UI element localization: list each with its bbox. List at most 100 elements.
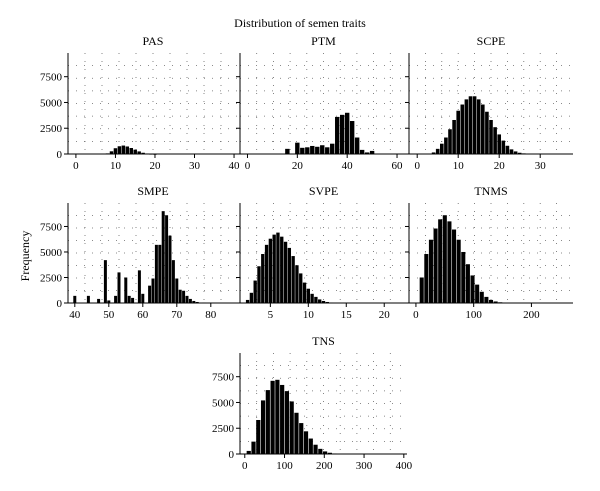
histogram-bar — [325, 147, 330, 154]
histogram-bar — [168, 235, 172, 303]
histogram-bar — [330, 143, 335, 154]
histogram-bar — [354, 137, 360, 154]
histogram-bar — [433, 228, 438, 303]
histogram-bar — [452, 229, 457, 303]
histogram-bar — [497, 134, 502, 154]
histogram-bar — [171, 260, 175, 303]
x-tick-label: 0 — [414, 160, 420, 172]
histogram-bar — [335, 116, 340, 154]
histogram-bar — [461, 251, 466, 303]
x-tick-label: 300 — [356, 460, 373, 472]
x-tick-label: 20 — [149, 160, 161, 172]
panel-title: SMPE — [137, 184, 168, 198]
x-tick-label: 5 — [268, 309, 274, 321]
histogram-bar — [133, 149, 137, 154]
histogram-bar — [517, 152, 522, 154]
histogram-bar — [175, 278, 179, 303]
x-tick-label: 60 — [137, 309, 149, 321]
x-tick-label: 20 — [494, 160, 506, 172]
histogram-bar — [245, 299, 250, 303]
x-tick-label: 50 — [103, 309, 115, 321]
histogram-bar — [127, 295, 131, 303]
histogram-bar — [141, 293, 145, 303]
x-tick-label: 100 — [276, 460, 293, 472]
x-tick-label: 10 — [110, 160, 122, 172]
histogram-bar — [125, 146, 130, 154]
histogram-bar — [468, 96, 473, 154]
histogram-bar — [318, 448, 323, 454]
histogram-bar — [117, 146, 122, 154]
histogram-bar — [460, 104, 465, 154]
histogram-bar — [251, 441, 256, 454]
panel-title: TNS — [312, 334, 335, 348]
histogram-bar — [424, 254, 429, 303]
histogram-bar — [465, 264, 470, 303]
x-tick-label: 0 — [413, 309, 419, 321]
histogram-bar — [364, 152, 370, 154]
histogram-bar — [287, 247, 292, 303]
histogram-bar — [299, 423, 304, 454]
histogram-bar — [513, 151, 518, 154]
histogram-bar — [272, 234, 276, 303]
histogram-bar — [505, 145, 510, 154]
histogram-bar — [310, 145, 315, 154]
histogram-bar — [440, 143, 444, 154]
histogram-bar — [452, 119, 456, 154]
histogram-bar — [303, 431, 309, 454]
x-tick-label: 100 — [465, 309, 482, 321]
panel-title: SVPE — [309, 184, 338, 198]
histogram-bar — [178, 289, 182, 303]
histogram-bar — [182, 290, 186, 303]
histogram-bar — [257, 266, 261, 303]
histogram-bar — [369, 150, 375, 154]
histogram-bar — [419, 277, 424, 303]
x-tick-label: 40 — [69, 309, 81, 321]
histogram-bar — [310, 293, 314, 303]
histogram-bar — [444, 137, 448, 154]
histogram-bar — [285, 148, 290, 154]
y-tick-label: 2500 — [212, 423, 235, 435]
y-tick-label: 0 — [229, 449, 235, 461]
histogram-bar — [246, 450, 251, 454]
y-tick-label: 5000 — [212, 397, 235, 409]
panel-smpe: SMPE 40 50 60 70 80 0 2500 5000 7500 — [40, 184, 238, 321]
histogram-bar — [188, 298, 192, 303]
histogram-bar — [484, 296, 489, 303]
panel-ptm: PTM 0 20 40 60 — [236, 34, 407, 172]
y-tick-label: 7500 — [212, 372, 235, 384]
x-tick-label: 10 — [453, 160, 465, 172]
histogram-bar — [154, 244, 158, 303]
histogram-bar — [435, 148, 440, 154]
histogram-bar — [456, 110, 461, 154]
histogram-bar — [195, 301, 199, 303]
histogram-bar — [103, 260, 107, 303]
y-tick-label: 0 — [57, 149, 63, 161]
histogram-bar — [489, 119, 493, 154]
y-tick-label: 2500 — [40, 272, 63, 284]
panel-pas: PAS 0 10 20 30 40 0 2500 5000 7500 — [40, 34, 240, 172]
histogram-bar — [129, 148, 133, 154]
panel-tnms: TNMS 0 100 200 — [405, 184, 573, 321]
histogram-bar — [479, 291, 484, 303]
histogram-bar — [124, 277, 128, 303]
histogram-bar — [349, 121, 355, 154]
histogram-bar — [280, 384, 285, 454]
histogram-bar — [313, 444, 318, 454]
histogram-bar — [283, 241, 288, 303]
histogram-bar — [148, 285, 152, 303]
histogram-bar — [318, 299, 322, 303]
y-tick-label: 0 — [57, 298, 63, 310]
histogram-bar — [306, 288, 310, 303]
histogram-bar — [464, 99, 469, 154]
x-tick-label: 40 — [342, 160, 354, 172]
histogram-bar — [475, 284, 480, 303]
histogram-bar — [325, 301, 329, 303]
histogram-bar — [261, 254, 265, 303]
histogram-bar — [359, 149, 365, 154]
histogram-bar — [107, 300, 111, 303]
histogram-bar — [137, 270, 141, 303]
histogram-bar — [256, 419, 261, 454]
